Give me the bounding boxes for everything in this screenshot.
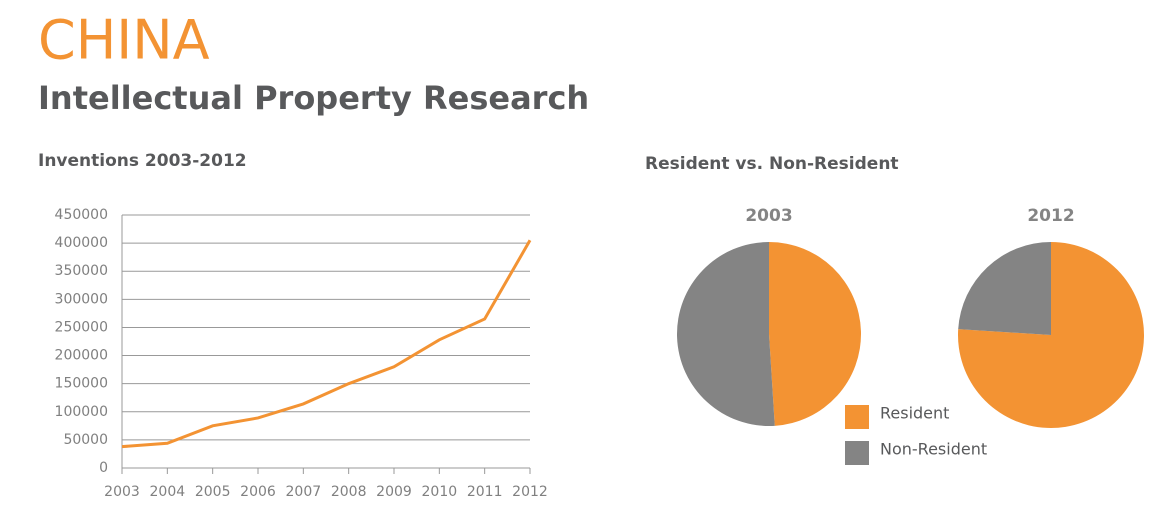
x-tick-label: 2004 bbox=[150, 484, 186, 500]
pie-title: 2003 bbox=[745, 206, 792, 226]
pie-slice bbox=[958, 241, 1051, 335]
y-tick-label: 350000 bbox=[55, 263, 108, 279]
x-tick-label: 2012 bbox=[512, 484, 548, 500]
x-tick-label: 2006 bbox=[240, 484, 276, 500]
x-tick-label: 2003 bbox=[104, 484, 140, 500]
line-title: Inventions 2003-2012 bbox=[38, 151, 247, 171]
page-subtitle: Intellectual Property Research bbox=[38, 79, 589, 117]
x-tick-label: 2009 bbox=[376, 484, 412, 500]
data-line bbox=[121, 239, 532, 449]
pie-slice bbox=[676, 242, 775, 426]
y-tick-label: 0 bbox=[99, 460, 108, 476]
y-tick-label: 50000 bbox=[63, 432, 108, 448]
x-tick-label: 2007 bbox=[286, 484, 322, 500]
x-tick-label: 2010 bbox=[422, 484, 458, 500]
y-tick-label: 300000 bbox=[55, 291, 108, 307]
legend-label: Resident bbox=[880, 404, 949, 423]
legend-label: Non-Resident bbox=[880, 440, 987, 459]
page-title: CHINA bbox=[38, 9, 210, 72]
y-tick-label: 400000 bbox=[55, 235, 108, 251]
y-tick-label: 150000 bbox=[55, 376, 108, 392]
pie-title: 2012 bbox=[1027, 206, 1074, 226]
legend-swatch bbox=[845, 441, 869, 465]
y-tick-label: 450000 bbox=[55, 207, 108, 223]
pie-section-title: Resident vs. Non-Resident bbox=[645, 154, 899, 174]
x-tick-label: 2011 bbox=[467, 484, 503, 500]
y-tick-label: 100000 bbox=[55, 404, 108, 420]
x-tick-label: 2008 bbox=[331, 484, 367, 500]
legend-swatch bbox=[845, 405, 869, 429]
y-tick-label: 250000 bbox=[55, 319, 108, 335]
x-tick-label: 2005 bbox=[195, 484, 231, 500]
y-tick-label: 200000 bbox=[55, 348, 108, 364]
pie-slice bbox=[769, 242, 861, 426]
